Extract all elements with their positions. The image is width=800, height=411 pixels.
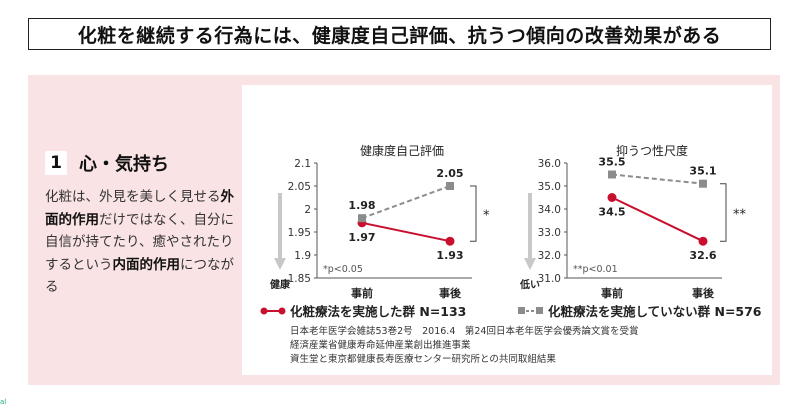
data-point-square [608, 170, 616, 179]
data-label: 35.1 [689, 165, 716, 178]
series-line [611, 196, 704, 243]
description-emphasis: 外面的作用 [45, 189, 234, 228]
y-tick-label: 31.0 [538, 273, 561, 285]
description-text: 化粧は、外見を美しく見せる [45, 189, 221, 205]
legend-label-untreated: 化粧療法を実施していない群 N=576 [548, 304, 762, 319]
legend-marker-treated [278, 307, 286, 315]
charts-svg: 健康度自己評価 1.85 1.9 1.95 2 2.05 2.1 事前 事後 健康 *p<0.05 1… [260, 143, 762, 365]
corner-mark: al [0, 398, 7, 406]
section-title: 心・気持ち [79, 154, 169, 175]
y-tick-label: 32.0 [538, 250, 561, 262]
description-text: につながる [45, 256, 234, 296]
data-label: 35.5 [598, 156, 625, 169]
legend-marker-treated [260, 307, 268, 315]
section-description: 化粧は、外見を美しく見せる外面的作用だけではなく、自分に自信が持てたり、癒やされ… [45, 186, 235, 299]
y-tick-label: 2.05 [288, 181, 311, 193]
x-category-label: 事前 [601, 286, 623, 300]
y-tick-label: 1.95 [288, 227, 311, 239]
significance-note: *p<0.05 [323, 264, 363, 275]
source-note: 日本老年医学会雑誌53巻2号 2016.4 第24回日本老年医学会優秀論文賞を受… [290, 325, 638, 337]
x-category-label: 事前 [351, 286, 373, 300]
source-note: 経済産業省健康寿命延伸産業創出推進事業 [290, 339, 471, 351]
data-point-circle [698, 236, 708, 246]
direction-label: 低い [519, 278, 540, 291]
x-category-label: 事後 [439, 286, 462, 300]
data-label: 1.97 [348, 231, 375, 244]
data-label: 2.05 [436, 167, 463, 180]
x-category-label: 事後 [692, 286, 715, 300]
data-label: 32.6 [689, 249, 716, 262]
direction-arrow-head [274, 258, 286, 270]
significance-bracket [720, 183, 727, 242]
data-point-square [699, 179, 707, 188]
data-point-circle [607, 193, 617, 202]
y-tick-label: 2 [304, 204, 311, 216]
y-tick-label: 34.0 [538, 204, 561, 216]
y-tick-label: 1.85 [288, 273, 311, 285]
data-label: 1.93 [436, 249, 463, 262]
direction-label: 健康 [270, 278, 291, 291]
legend-marker-untreated [518, 307, 525, 314]
significance-marker: ** [733, 207, 747, 222]
significance-bracket [470, 185, 477, 242]
significance-marker: * [483, 209, 490, 224]
series-line [611, 173, 704, 185]
data-point-circle [445, 236, 455, 246]
direction-arrow-head [524, 258, 536, 270]
y-tick-label: 2.1 [294, 158, 311, 170]
source-note: 資生堂と東京都健康長寿医療センター研究所との共同取組結果 [290, 353, 556, 365]
section-info: 1 心・気持ち 化粧は、外見を美しく見せる外面的作用だけではなく、自分に自信が持… [45, 150, 235, 299]
data-label: 1.98 [348, 199, 375, 212]
description-emphasis: 内面的作用 [112, 256, 181, 273]
description-text: だけではなく、自分に自信が持てたり、癒やされたりするという [45, 211, 234, 273]
header-title-box: 化粧を継続する行為には、健康度自己評価、抗うつ傾向の改善効果がある [28, 18, 771, 50]
y-tick-label: 33.0 [538, 227, 561, 239]
chart-title: 抑うつ性尺度 [616, 143, 688, 158]
y-tick-label: 35.0 [538, 181, 561, 193]
section-heading: 1 心・気持ち [45, 150, 235, 176]
page-title: 化粧を継続する行為には、健康度自己評価、抗うつ傾向の改善効果がある [77, 24, 722, 47]
data-point-square [358, 214, 366, 223]
significance-note: **p<0.01 [573, 264, 618, 275]
chart-title: 健康度自己評価 [360, 143, 444, 158]
y-tick-label: 1.9 [294, 250, 311, 262]
series-line [361, 221, 451, 243]
data-point-square [446, 182, 454, 190]
legend-label-treated: 化粧療法を実施した群 N=133 [290, 304, 466, 319]
section-number: 1 [45, 151, 67, 175]
legend-marker-untreated [536, 307, 543, 314]
y-tick-label: 36.0 [538, 158, 561, 170]
chart-card [242, 85, 772, 375]
data-label: 34.5 [598, 206, 625, 219]
